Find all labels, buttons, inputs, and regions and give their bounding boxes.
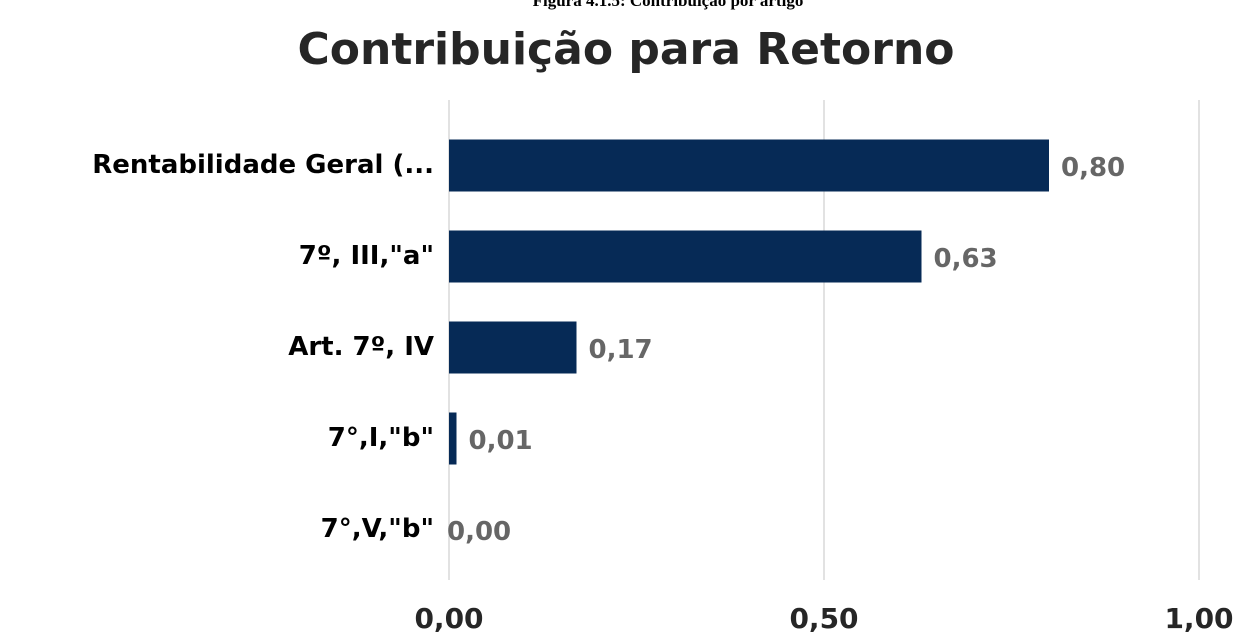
value-label: 0,17 [589,335,653,365]
value-label: 0,01 [469,426,533,456]
x-tick-label: 1,00 [1164,602,1233,635]
y-tick-label: 7º, III,"a" [299,241,434,271]
chart-title: Contribuição para Retorno [297,24,954,75]
x-tick-label: 0,50 [789,602,858,635]
bar [449,412,457,465]
x-tick-label: 0,00 [414,602,483,635]
bar [449,321,577,374]
y-tick-label: Rentabilidade Geral (... [92,150,434,180]
value-label: 0,80 [1061,153,1125,183]
value-label: 0,00 [447,517,511,547]
caption: Figura 4.1.5: Contribuição por artigo [533,0,804,10]
bar [449,230,922,283]
y-tick-label: 7°,I,"b" [328,423,434,453]
bar [449,139,1049,192]
y-tick-label: Art. 7º, IV [288,332,434,362]
value-label: 0,63 [934,244,998,274]
y-tick-label: 7°,V,"b" [321,514,434,544]
